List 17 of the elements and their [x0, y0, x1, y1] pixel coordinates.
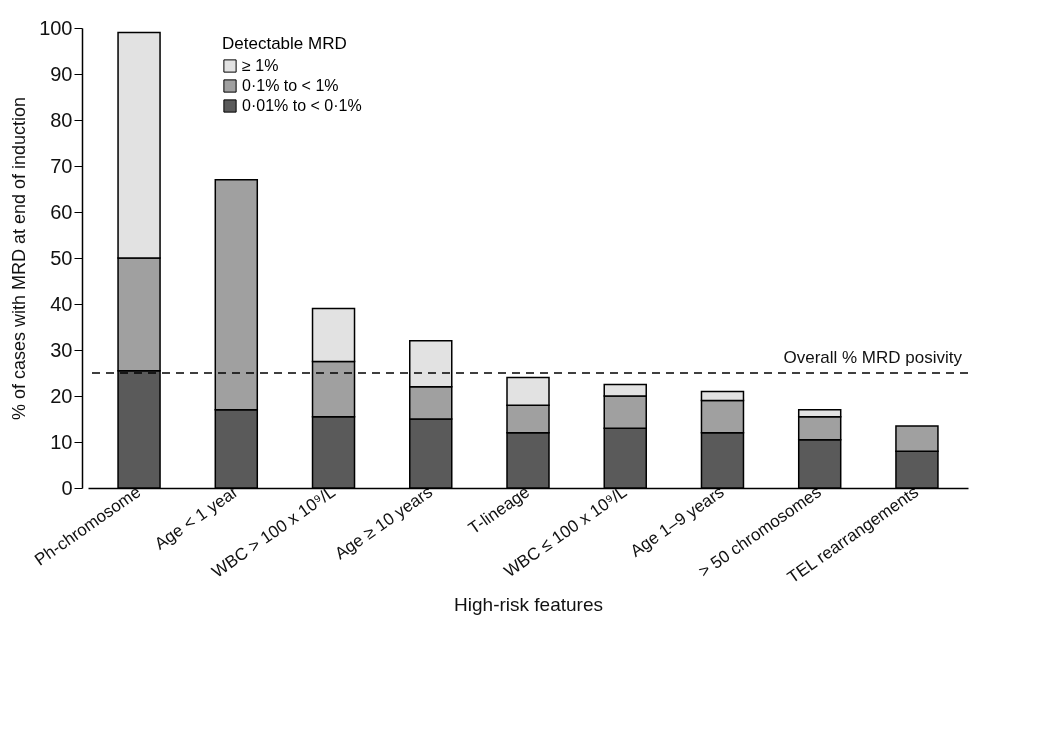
legend-title: Detectable MRD — [222, 34, 347, 53]
ref-line-label: Overall % MRD posivity — [783, 348, 963, 367]
legend-label: ≥ 1% — [242, 57, 279, 74]
y-axis-title: % of cases with MRD at end of induction — [9, 96, 30, 421]
y-tick-label: 70 — [50, 154, 73, 177]
y-tick-label: 100 — [39, 16, 73, 39]
legend-label: 0·01% to < 0·1% — [242, 97, 362, 114]
y-tick-label: 30 — [50, 338, 73, 361]
y-tick-label: 80 — [50, 108, 73, 131]
y-tick-label: 60 — [50, 200, 73, 223]
y-tick-label: 90 — [50, 62, 73, 85]
y-tick-label: 40 — [50, 292, 73, 315]
x-axis-title: High-risk features — [454, 594, 603, 616]
y-tick-label: 50 — [50, 246, 73, 269]
y-tick-label: 10 — [50, 430, 73, 453]
y-tick-label: 20 — [50, 384, 73, 407]
legend-label: 0·1% to < 1% — [242, 77, 339, 94]
